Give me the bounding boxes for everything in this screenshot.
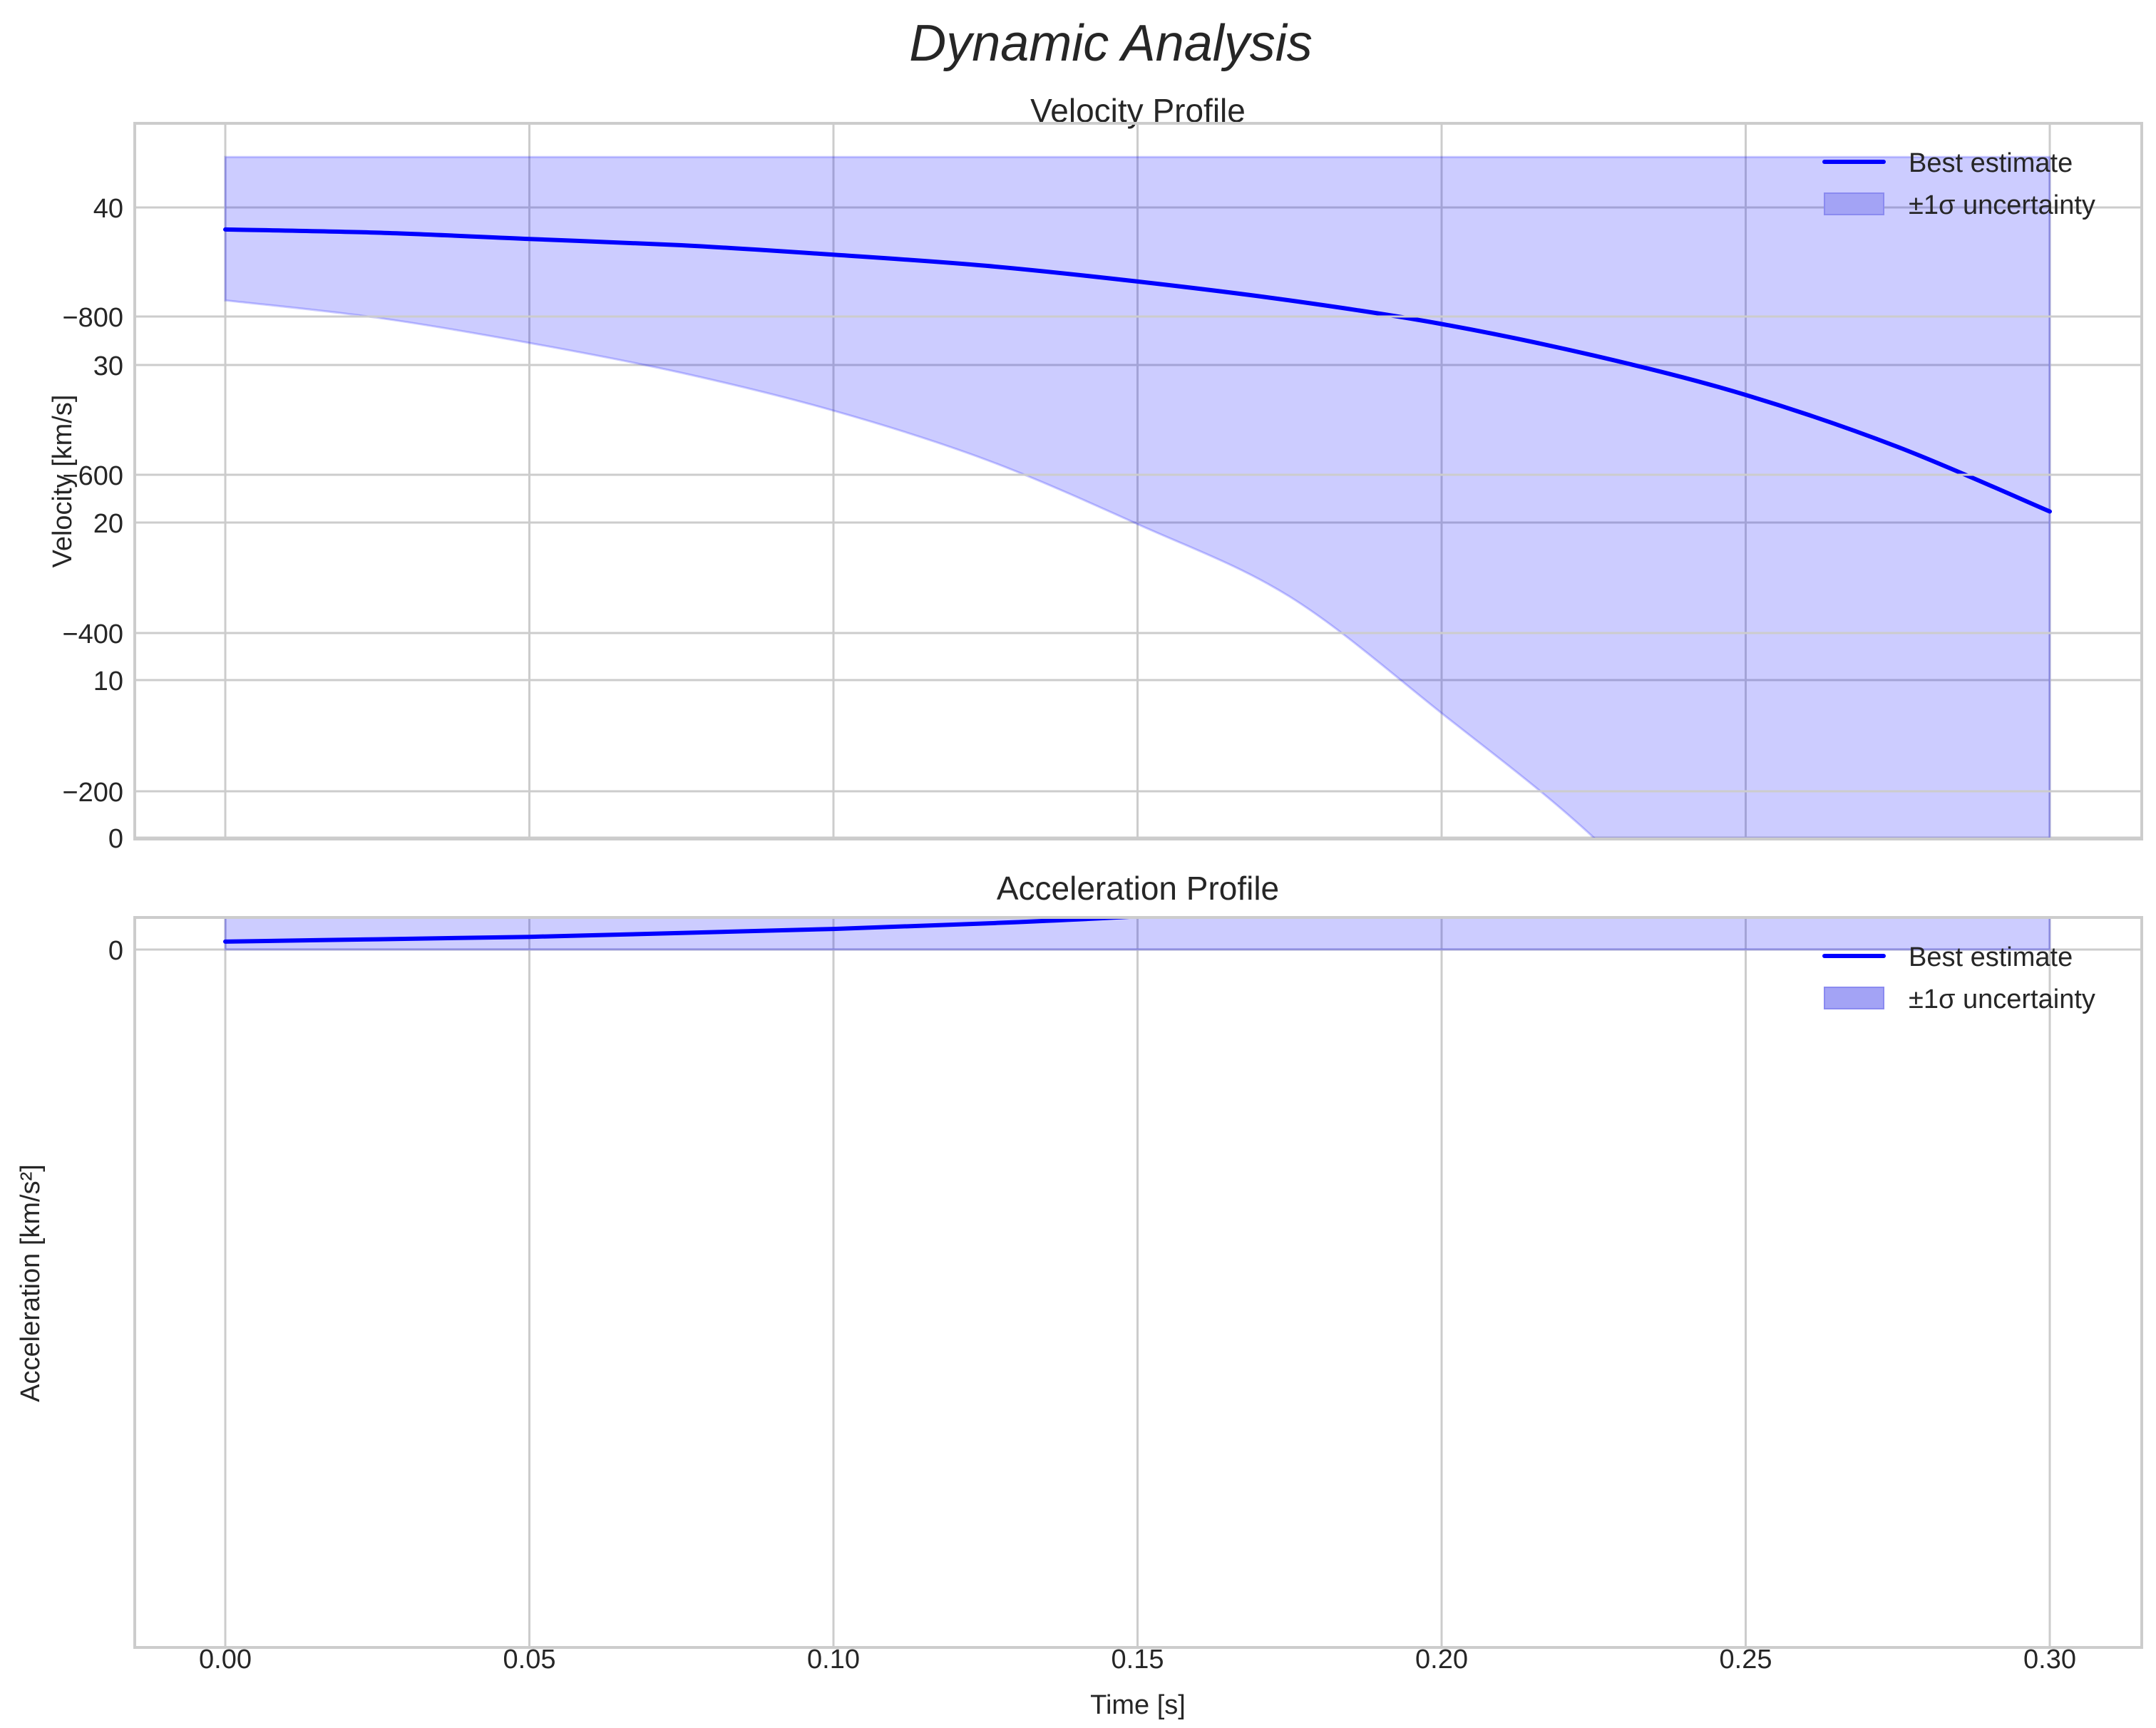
- y-tick-label: −600: [62, 461, 123, 491]
- best-estimate-path: [223, 917, 1155, 944]
- uncertainty-band-area: [224, 155, 2051, 839]
- best-estimate-path: [223, 227, 2052, 514]
- velocity-uncertainty-band: [224, 155, 2051, 839]
- legend-label-best-estimate: Best estimate: [1909, 942, 2073, 972]
- x-tick-label: 0.20: [1415, 1645, 1468, 1675]
- y-tick-label: 0: [108, 936, 123, 966]
- uncertainty-band-area: [224, 917, 2051, 951]
- y-tick-label: 40: [93, 194, 123, 224]
- legend-label-best-estimate: Best estimate: [1909, 148, 2073, 178]
- legend-label-uncertainty: ±1σ uncertainty: [1909, 984, 2095, 1014]
- velocity-axes-frame: [133, 122, 2143, 840]
- legend-patch-icon: [1824, 192, 1884, 215]
- x-tick-label: 0.15: [1112, 1645, 1164, 1675]
- velocity-y-ticks: 0 10 20 30 40: [93, 194, 123, 854]
- velocity-best-estimate-line: [223, 227, 2052, 514]
- x-tick-label: 0.25: [1720, 1645, 1772, 1675]
- y-tick-label: 20: [93, 509, 123, 539]
- y-tick-label: 10: [93, 667, 123, 696]
- y-tick-label: −200: [62, 778, 123, 808]
- acceleration-best-estimate-line: [223, 917, 1155, 944]
- acceleration-panel: Acceleration Profile 0 −200 −400 −600 −800 A…: [16, 303, 2143, 1720]
- y-tick-label: 30: [93, 351, 123, 381]
- y-tick-label: −800: [62, 303, 123, 333]
- legend-label-uncertainty: ±1σ uncertainty: [1909, 190, 2095, 220]
- legend-patch-icon: [1824, 987, 1884, 1009]
- x-tick-label: 0.05: [503, 1645, 556, 1675]
- x-tick-label: 0.10: [807, 1645, 860, 1675]
- y-tick-label: 0: [108, 824, 123, 854]
- x-ticks: 0.00 0.05 0.10 0.15 0.20 0.25 0.30: [199, 1645, 2076, 1675]
- acceleration-ylabel: Acceleration [km/s²]: [16, 1164, 46, 1402]
- velocity-legend: Best estimate ±1σ uncertainty: [1822, 148, 2095, 220]
- x-tick-label: 0.00: [199, 1645, 252, 1675]
- acceleration-uncertainty-band: [224, 917, 2051, 951]
- acceleration-y-ticks: 0 −200 −400 −600 −800: [62, 303, 123, 966]
- acceleration-grid: [135, 315, 2142, 1647]
- y-tick-label: −400: [62, 619, 123, 649]
- acceleration-title: Acceleration Profile: [997, 870, 1279, 907]
- acceleration-axes-frame: [133, 916, 2143, 1649]
- x-axis-label: Time [s]: [1090, 1690, 1186, 1720]
- acceleration-legend: Best estimate ±1σ uncertainty: [1822, 942, 2095, 1014]
- figure-suptitle: Dynamic Analysis: [909, 15, 1313, 72]
- velocity-ylabel: Velocity [km/s]: [48, 395, 78, 568]
- x-tick-label: 0.30: [2023, 1645, 2076, 1675]
